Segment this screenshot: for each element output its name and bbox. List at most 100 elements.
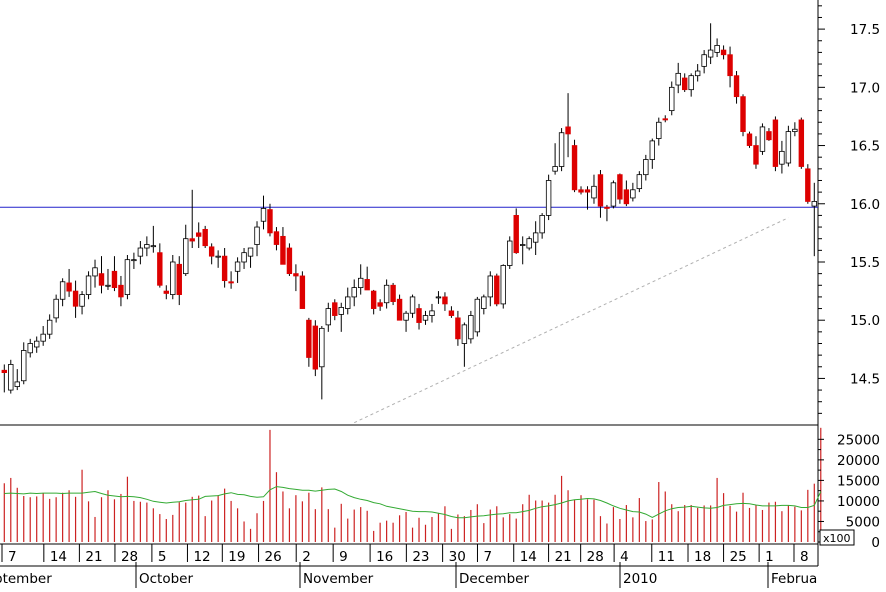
date-tick-label: 28 <box>587 549 604 565</box>
candle-down <box>332 302 338 316</box>
candle-up <box>643 159 649 176</box>
volume-tick-label: 0 <box>871 535 880 551</box>
candle-up <box>669 86 675 112</box>
candle-down <box>208 246 215 257</box>
candle-up <box>46 319 53 335</box>
candle-up <box>779 150 785 165</box>
candle-up <box>8 364 14 391</box>
date-tick-label: 21 <box>555 549 572 565</box>
candlestick-series <box>1 23 817 400</box>
candle-down <box>682 77 688 91</box>
candle-down <box>286 247 293 275</box>
candle-up <box>21 350 27 382</box>
candle-up <box>714 45 720 53</box>
candle-up <box>215 255 221 258</box>
candle-up <box>429 310 435 316</box>
volume-tick-label: 10000 <box>837 494 880 510</box>
candle-up <box>325 308 331 326</box>
candle-down <box>727 54 733 77</box>
candle-down <box>66 282 72 292</box>
candle-up <box>170 261 176 295</box>
price-tick-label: 15.0 <box>850 313 880 329</box>
candle-up <box>27 343 33 354</box>
trend-line <box>354 217 789 424</box>
candle-up <box>636 174 643 190</box>
candle-down <box>455 317 461 340</box>
month-label: November <box>303 571 374 587</box>
candle-up <box>630 189 636 199</box>
candle-up <box>338 306 344 315</box>
candle-down <box>390 284 396 302</box>
candle-up <box>357 277 364 289</box>
candle-down <box>617 174 623 200</box>
candle-up <box>105 284 111 287</box>
chart-overlays <box>0 206 818 424</box>
candle-up <box>539 215 545 234</box>
candle-down <box>396 298 403 321</box>
candle-up <box>92 267 98 277</box>
date-tick-label: 5 <box>158 549 167 565</box>
candle-down <box>176 263 182 295</box>
date-tick-label: 1 <box>765 549 774 565</box>
month-label: 2010 <box>623 571 657 587</box>
date-tick-label: 16 <box>376 549 393 565</box>
candle-down <box>578 189 584 193</box>
date-tick-label: 26 <box>265 549 282 565</box>
candle-up <box>688 75 694 91</box>
candle-up <box>79 294 85 307</box>
axis-labels: 17.517.016.516.015.515.014.5250002000015… <box>0 5 880 588</box>
date-tick-label: 14 <box>520 549 537 565</box>
candle-up <box>811 201 817 207</box>
candle-up <box>53 298 59 319</box>
date-tick-label: 7 <box>8 549 17 565</box>
price-tick-label: 14.5 <box>850 371 880 387</box>
candle-down <box>267 209 273 234</box>
date-tick-label: 9 <box>339 549 348 565</box>
candle-down <box>221 255 228 282</box>
candle-up <box>474 298 481 333</box>
candle-up <box>785 131 792 164</box>
candle-down <box>111 270 118 289</box>
candle-down <box>195 232 202 237</box>
candle-down <box>805 168 811 202</box>
candle-up <box>254 226 260 245</box>
candle-up <box>545 180 552 216</box>
candle-up <box>234 261 241 272</box>
candle-down <box>753 145 759 165</box>
candle-down <box>604 206 610 209</box>
candle-up <box>558 132 565 167</box>
candle-down <box>118 284 124 298</box>
month-label: December <box>459 571 529 587</box>
candle-down <box>571 145 578 191</box>
candle-up <box>500 265 506 305</box>
candle-down <box>513 215 519 254</box>
candle-up <box>656 121 662 139</box>
candle-up <box>487 275 493 298</box>
candle-up <box>85 275 92 295</box>
candle-down <box>584 189 591 193</box>
candle-up <box>137 247 144 257</box>
candle-down <box>189 238 195 242</box>
candle-down <box>740 96 746 132</box>
candle-down <box>370 290 377 309</box>
candle-down <box>798 119 805 167</box>
candle-up <box>241 252 247 263</box>
date-tick-label: 8 <box>800 549 809 565</box>
price-tick-label: 15.5 <box>850 255 880 271</box>
candle-down <box>364 279 370 291</box>
candle-up <box>144 244 150 249</box>
date-tick-label: 7 <box>483 549 492 565</box>
candle-up <box>552 166 558 172</box>
date-tick-label: 25 <box>730 549 747 565</box>
candle-up <box>59 281 66 300</box>
candle-down <box>157 252 163 286</box>
candle-down <box>163 290 169 294</box>
candle-up <box>792 128 798 132</box>
candle-down <box>293 273 299 277</box>
candle-up <box>461 324 468 344</box>
candle-up <box>260 208 267 222</box>
candle-up <box>403 312 409 321</box>
price-tick-label: 16.5 <box>850 139 880 155</box>
